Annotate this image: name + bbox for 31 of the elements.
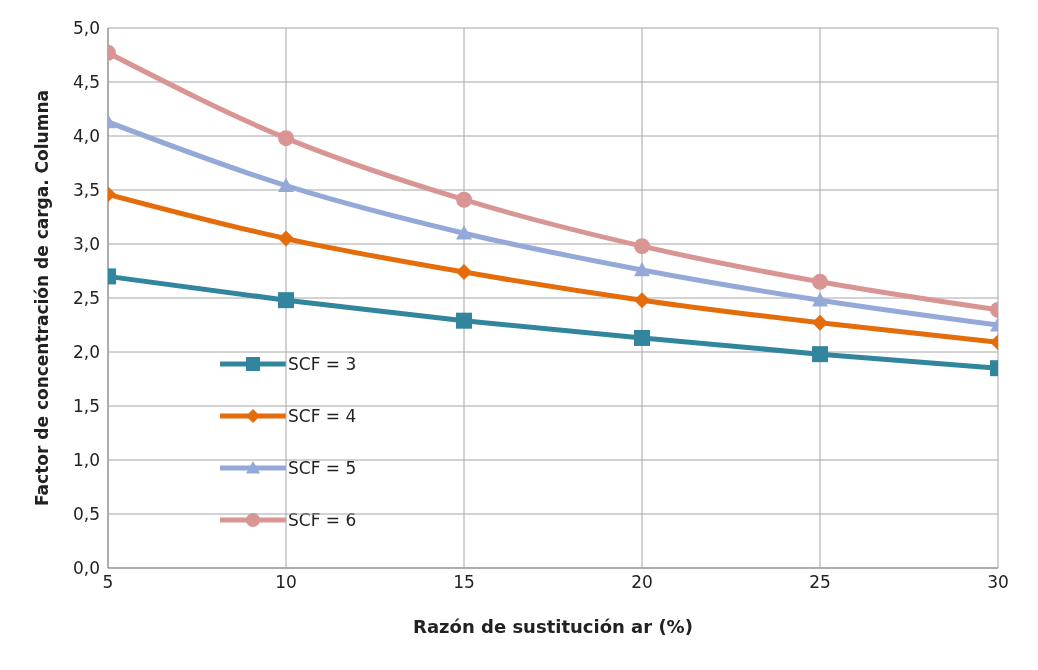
x-tick-label: 30	[987, 572, 1009, 593]
x-tick-label: 10	[275, 572, 297, 593]
point	[456, 225, 472, 240]
x-tick-label: 25	[809, 572, 831, 593]
y-tick-label: 4,0	[72, 126, 100, 147]
y-axis-title: Factor de concentración de carga. Columna	[32, 90, 52, 506]
legend-label: SCF = 6	[288, 510, 357, 530]
y-tick-label: 3,5	[72, 180, 100, 201]
y-tick-label: 3,0	[72, 234, 100, 255]
point	[456, 264, 472, 281]
x-axis-title: Razón de sustitución ar (%)	[413, 616, 693, 637]
point	[456, 312, 472, 329]
y-tick-label: 4,5	[72, 72, 100, 93]
y-tick-label: 1,0	[72, 450, 100, 471]
y-tick-label: 0,0	[72, 558, 100, 579]
y-tick-label: 2,0	[72, 342, 100, 363]
point	[634, 261, 650, 277]
point	[634, 292, 650, 309]
point	[456, 191, 472, 208]
legend-label: SCF = 4	[288, 406, 357, 426]
y-tick-label: 2,5	[72, 288, 100, 309]
x-tick-label: 20	[631, 572, 653, 593]
x-tick-label: 5	[102, 572, 114, 593]
point	[634, 238, 650, 255]
x-tick-label: 15	[453, 572, 475, 593]
point	[634, 329, 650, 346]
legend-label: SCF = 5	[288, 458, 357, 478]
legend-label: SCF = 3	[288, 354, 357, 374]
y-tick-label: 0,5	[72, 504, 100, 525]
y-tick-label: 5,0	[72, 18, 100, 39]
y-tick-label: 1,5	[72, 396, 100, 417]
